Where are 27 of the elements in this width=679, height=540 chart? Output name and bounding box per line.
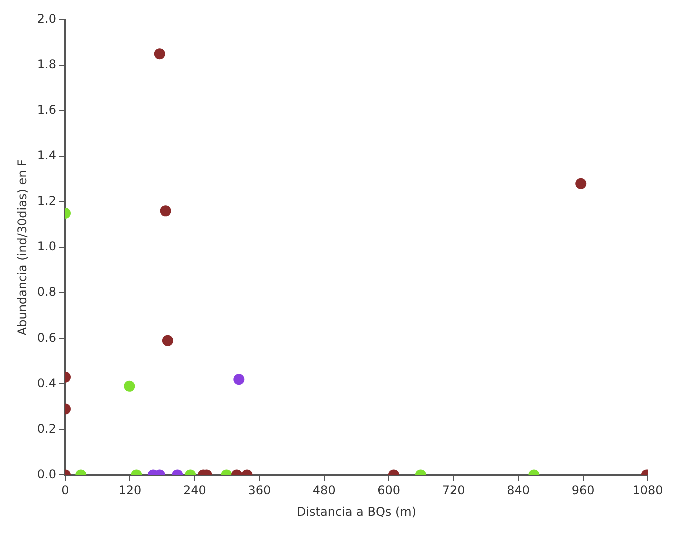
x-tick-label: 720 (442, 484, 466, 498)
x-tick-label: 960 (572, 484, 595, 498)
y-tick-label: 1.8 (37, 58, 56, 72)
x-tick-label: 1080 (632, 484, 664, 498)
x-tick-label: 0 (62, 484, 70, 498)
y-tick-label: 0.8 (37, 285, 56, 300)
x-tick-label: 840 (507, 484, 530, 498)
point (576, 178, 587, 190)
y-tick-label: 0.0 (37, 467, 56, 482)
y-tick-label: 1.2 (37, 194, 56, 208)
y-tick-label: 1.0 (37, 240, 56, 254)
x-tick-label: 240 (183, 484, 206, 498)
x-tick-label: 480 (312, 484, 336, 498)
y-tick-label: 1.4 (37, 148, 56, 163)
x-tick-label: 600 (378, 484, 401, 498)
x-axis-title: Distancia a BQs (m) (296, 504, 417, 519)
y-axis-title: Abundancia (ind/30dias) en F (15, 159, 30, 336)
x-tick-label: 120 (118, 484, 142, 498)
point (154, 48, 166, 60)
y-tick-label: 0.2 (37, 422, 56, 436)
y-tick-label: 2.0 (37, 12, 56, 26)
point (160, 206, 172, 217)
point (162, 335, 174, 346)
x-tick-label: 360 (248, 484, 272, 498)
y-tick-label: 0.6 (37, 330, 56, 345)
y-tick-label: 1.6 (37, 103, 56, 118)
y-tick-label: 0.4 (37, 376, 56, 390)
